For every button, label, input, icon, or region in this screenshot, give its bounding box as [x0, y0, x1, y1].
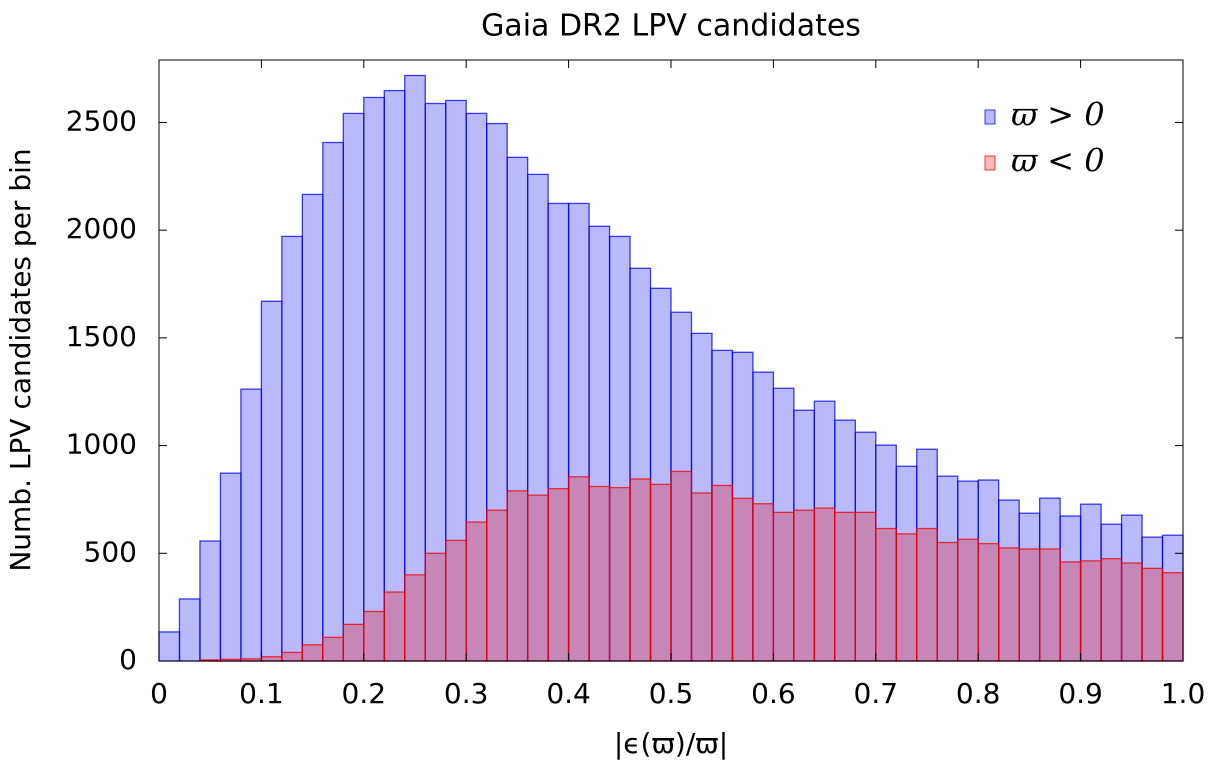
bar — [506, 490, 529, 662]
bar — [711, 484, 734, 662]
bar — [670, 470, 693, 662]
bar — [158, 631, 181, 662]
y-tick-label: 0 — [119, 643, 137, 676]
x-tick-label: 0.9 — [1058, 677, 1103, 710]
x-tick-label: 0.4 — [546, 677, 591, 710]
bar — [1120, 562, 1143, 662]
bar — [219, 472, 242, 662]
legend-text: ϖ > 0 — [1011, 96, 1105, 134]
x-tick-label: 0.3 — [444, 677, 489, 710]
bar — [404, 74, 426, 662]
bar — [649, 483, 672, 662]
bar — [1038, 548, 1061, 662]
bar — [731, 497, 754, 662]
bar — [322, 141, 344, 662]
bar — [363, 610, 385, 662]
x-tick-label: 0.5 — [649, 677, 694, 710]
bar — [977, 542, 1000, 662]
bar — [772, 511, 795, 662]
bar — [547, 488, 570, 662]
y-axis-label: Numb. LPV candidates per bin — [4, 148, 37, 571]
bar — [1100, 558, 1123, 662]
legend-marker — [984, 109, 996, 125]
bar — [383, 89, 406, 662]
bar — [322, 636, 344, 662]
bar — [281, 651, 304, 662]
bar — [916, 527, 938, 662]
bar — [260, 300, 283, 662]
bar — [936, 541, 959, 662]
bar — [424, 552, 447, 662]
y-tick-label: 1000 — [66, 428, 137, 461]
x-axis-label: |ϵ(ϖ)/ϖ| — [614, 727, 728, 760]
x-tick-label: 0 — [150, 677, 168, 710]
bar — [1059, 561, 1082, 662]
bar — [1161, 572, 1184, 662]
bar — [342, 623, 365, 662]
bar — [526, 494, 549, 662]
y-tick-label: 500 — [84, 535, 137, 568]
legend-marker — [984, 155, 996, 171]
x-tick-label: 0.8 — [956, 677, 1001, 710]
y-tick-label: 2000 — [66, 212, 137, 245]
bar — [793, 509, 816, 662]
bar — [567, 476, 590, 662]
bar — [301, 644, 324, 662]
bar — [301, 193, 324, 662]
bar — [383, 591, 406, 662]
bar — [1018, 548, 1041, 662]
bar — [240, 388, 263, 662]
bar — [608, 486, 631, 662]
bar — [629, 478, 652, 662]
bar — [854, 511, 877, 662]
bar — [588, 485, 611, 662]
bar — [957, 538, 979, 662]
bar — [690, 492, 713, 662]
x-tick-label: 0.1 — [239, 677, 284, 710]
y-tick-label: 2500 — [66, 104, 137, 137]
bar — [752, 503, 775, 662]
bar — [342, 112, 365, 662]
chart-title: Gaia DR2 LPV candidates — [481, 9, 861, 44]
bar — [281, 235, 304, 662]
bar — [813, 507, 836, 662]
x-tick-label: 1.0 — [1161, 677, 1206, 710]
bar — [895, 533, 918, 662]
bar — [998, 547, 1020, 662]
bar — [260, 656, 283, 662]
x-tick-label: 0.6 — [751, 677, 796, 710]
bar — [178, 598, 201, 662]
x-tick-label: 0.7 — [854, 677, 899, 710]
bar — [834, 511, 856, 662]
legend-text: ϖ < 0 — [1011, 142, 1105, 180]
bar — [1141, 567, 1164, 662]
y-tick-label: 1500 — [66, 320, 137, 353]
bar — [465, 521, 488, 662]
x-tick-label: 0.2 — [342, 677, 387, 710]
bar — [445, 539, 467, 662]
bar — [875, 527, 897, 662]
bar — [199, 540, 222, 662]
bar — [1079, 560, 1102, 662]
bar — [404, 574, 426, 662]
bar — [486, 509, 508, 662]
bar — [363, 96, 385, 662]
